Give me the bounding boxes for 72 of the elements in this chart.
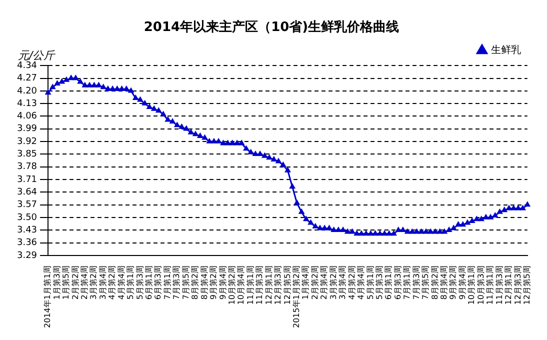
- x-tick-label: 12月第3周: [274, 265, 283, 305]
- y-tick-label: 4.34: [16, 60, 38, 71]
- x-tick-label: 2月第4周: [80, 265, 89, 300]
- x-tick-label: 8月第4周: [200, 265, 209, 300]
- x-tick-label: 11月第1周: [246, 265, 255, 305]
- x-tick-label: 10月第1周: [467, 265, 476, 305]
- y-tick-label: 3.78: [16, 162, 38, 172]
- x-tick-label: 9月第4周: [458, 265, 467, 300]
- y-tick-label: 4.27: [16, 74, 38, 84]
- x-tick-label: 6月第1周: [384, 265, 394, 300]
- y-axis-title: 元/公斤: [18, 48, 56, 62]
- x-tick-label: 8月第2周: [190, 265, 200, 300]
- x-tick-label: 7月第5周: [181, 265, 190, 300]
- x-tick-label: 5月第3周: [374, 265, 384, 300]
- y-tick-label: 3.64: [16, 188, 38, 198]
- x-tick-label: 3月第2周: [328, 265, 338, 300]
- y-tick-label: 3.50: [16, 212, 38, 223]
- x-tick-label: 1月第4周: [301, 265, 310, 300]
- x-tick-label: 12月第3周: [513, 265, 522, 305]
- y-tick-label: 3.57: [16, 200, 38, 210]
- y-tick-label: 4.13: [16, 98, 38, 109]
- x-tick-label: 6月第3周: [154, 265, 163, 300]
- x-tick-label: 3月第4周: [98, 265, 108, 300]
- x-tick-label: 11月第3周: [255, 265, 264, 305]
- y-tick-label: 3.36: [16, 238, 38, 248]
- x-tick-label: 9月第2周: [209, 265, 218, 300]
- x-tick-label: 10月第4周: [236, 265, 246, 305]
- x-tick-label: 11月第3周: [494, 265, 504, 305]
- chart-title: 2014年以来主产区（10省)生鲜乳价格曲线: [144, 19, 400, 36]
- x-tick-label: 5月第1周: [366, 265, 375, 300]
- x-tick-label: 4月第4周: [356, 265, 366, 300]
- x-tick-label: 4月第4周: [116, 265, 126, 300]
- x-tick-label: 12月第1周: [504, 265, 514, 305]
- legend-label: 生鲜乳: [491, 44, 521, 56]
- x-tick-label: 3月第4周: [338, 265, 348, 300]
- y-tick-label: 3.29: [16, 250, 38, 261]
- x-tick-label: 9月第4周: [218, 265, 228, 300]
- x-tick-label: 8月第4周: [440, 265, 449, 300]
- x-tick-label: 9月第2周: [448, 265, 458, 300]
- x-tick-label: 4月第2周: [347, 265, 356, 300]
- y-tick-label: 3.92: [16, 136, 38, 147]
- x-tick-label: 7月第3周: [412, 265, 421, 300]
- x-tick-label: 2月第2周: [70, 265, 80, 300]
- x-tick-label: 2014年1月第1周: [43, 265, 52, 328]
- x-tick-label: 7月第5周: [421, 265, 430, 300]
- x-tick-label: 1月第5周: [62, 265, 71, 300]
- x-tick-label: 2015年1月第2周: [292, 265, 302, 328]
- x-tick-label: 7月第3周: [172, 265, 182, 300]
- x-tick-label: 7月第1周: [162, 265, 172, 300]
- x-tick-label: 5月第1周: [126, 265, 136, 300]
- x-tick-label: 11月第1周: [486, 265, 495, 305]
- x-tick-label: 2月第2周: [310, 265, 320, 300]
- x-tick-label: 12月第5周: [282, 265, 292, 305]
- x-tick-label: 8月第2周: [430, 265, 440, 300]
- x-tick-label: 3月第2周: [89, 265, 98, 300]
- x-tick-label: 12月第1周: [264, 265, 274, 305]
- y-tick-label: 3.71: [16, 174, 38, 185]
- y-tick-label: 4.06: [16, 112, 38, 122]
- x-tick-label: 10月第2周: [227, 265, 236, 305]
- y-tick-label: 4.20: [16, 86, 38, 96]
- y-tick-label: 3.85: [16, 150, 38, 160]
- y-tick-label: 3.99: [16, 124, 38, 134]
- x-tick-label: 6月第3周: [393, 265, 402, 300]
- x-tick-label: 4月第2周: [108, 265, 117, 300]
- x-tick-label: 12月第5周: [522, 265, 532, 305]
- x-tick-label: 5月第3周: [135, 265, 144, 300]
- x-tick-label: 1月第3周: [52, 265, 62, 300]
- x-tick-label: 6月第1周: [144, 265, 154, 300]
- y-tick-label: 3.43: [16, 225, 38, 236]
- x-tick-label: 2月第4周: [320, 265, 329, 300]
- x-tick-label: 10月第3周: [476, 265, 486, 305]
- x-tick-label: 7月第1周: [402, 265, 412, 300]
